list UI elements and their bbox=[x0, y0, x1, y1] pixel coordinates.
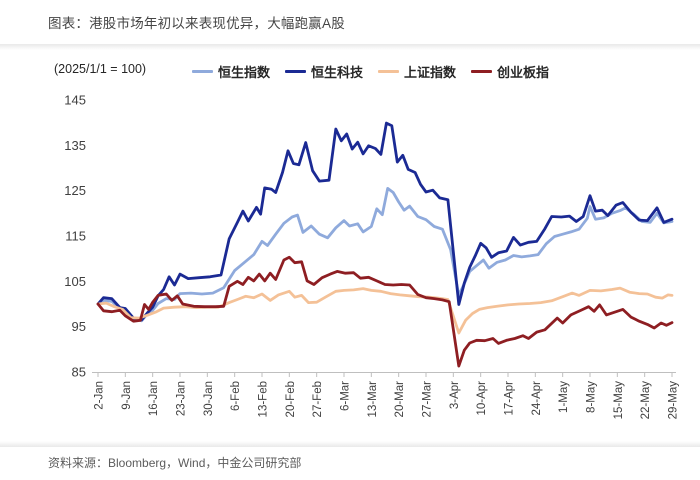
bottom-divider bbox=[0, 441, 700, 447]
y-tick-label: 115 bbox=[65, 229, 86, 244]
legend-item-0: 恒生指数 bbox=[192, 62, 270, 81]
x-axis-labels: 2-Jan 9-Jan 16-Jan 23-Jan 30-Jan 6-Feb 13-Feb 2… bbox=[94, 372, 680, 420]
x-tick-label: 6-Feb bbox=[230, 381, 242, 411]
source-note: 资料来源：Bloomberg，Wind，中金公司研究部 bbox=[48, 456, 302, 470]
x-tick-label: 17-Apr bbox=[504, 381, 516, 416]
legend-label-0: 恒生指数 bbox=[218, 65, 271, 80]
y-tick-label: 145 bbox=[64, 93, 86, 108]
y-tick-label: 95 bbox=[72, 319, 86, 334]
y-axis-labels: 145 135 125 115 105 95 85 bbox=[64, 93, 86, 380]
x-tick-label: 27-Feb bbox=[312, 381, 324, 417]
series-line-1 bbox=[96, 121, 674, 322]
x-tick-label: 8-May bbox=[586, 381, 598, 413]
series-line-0 bbox=[96, 186, 674, 323]
series-line-2 bbox=[96, 286, 674, 335]
x-tick-label: 1-May bbox=[558, 381, 570, 413]
index-base-note: (2025/1/1 = 100) bbox=[54, 62, 147, 76]
legend-swatch-2 bbox=[378, 69, 400, 74]
legend-swatch-1 bbox=[285, 69, 307, 74]
x-tick-label: 20-Feb bbox=[285, 381, 297, 417]
legend-label-3: 创业板指 bbox=[497, 65, 550, 80]
legend-item-3: 创业板指 bbox=[471, 62, 549, 81]
top-divider bbox=[0, 44, 700, 50]
y-tick-label: 135 bbox=[64, 138, 86, 153]
x-tick-label: 3-Apr bbox=[449, 381, 461, 409]
chart-legend: 恒生指数 恒生科技 上证指数 创业板指 bbox=[192, 62, 549, 81]
x-tick-label: 24-Apr bbox=[531, 381, 543, 416]
x-tick-label: 16-Jan bbox=[148, 381, 160, 416]
y-tick-label: 105 bbox=[64, 274, 86, 289]
legend-swatch-0 bbox=[192, 69, 213, 74]
x-tick-label: 6-Mar bbox=[340, 381, 352, 411]
x-tick-label: 30-Jan bbox=[203, 381, 215, 416]
x-tick-label: 29-May bbox=[668, 381, 680, 420]
chart-title: 图表：港股市场年初以来表现优异，大幅跑赢A股 bbox=[48, 16, 345, 31]
x-tick-label: 2-Jan bbox=[94, 381, 106, 410]
x-tick-label: 13-Feb bbox=[258, 381, 270, 417]
x-tick-label: 9-Jan bbox=[121, 381, 133, 410]
legend-item-2: 上证指数 bbox=[378, 62, 456, 81]
legend-item-1: 恒生科技 bbox=[285, 62, 363, 81]
legend-label-2: 上证指数 bbox=[404, 65, 457, 80]
legend-label-1: 恒生科技 bbox=[311, 65, 364, 80]
x-tick-label: 23-Jan bbox=[176, 381, 188, 416]
series-line-3 bbox=[96, 255, 674, 368]
y-tick-label: 85 bbox=[72, 365, 86, 380]
x-tick-label: 15-May bbox=[613, 381, 625, 420]
x-tick-label: 10-Apr bbox=[476, 381, 488, 416]
x-tick-label: 20-Mar bbox=[394, 381, 406, 418]
x-tick-label: 27-Mar bbox=[422, 381, 434, 418]
legend-swatch-3 bbox=[471, 69, 493, 74]
x-tick-label: 13-Mar bbox=[367, 381, 379, 418]
x-tick-label: 22-May bbox=[640, 381, 652, 420]
y-tick-label: 125 bbox=[64, 183, 86, 198]
